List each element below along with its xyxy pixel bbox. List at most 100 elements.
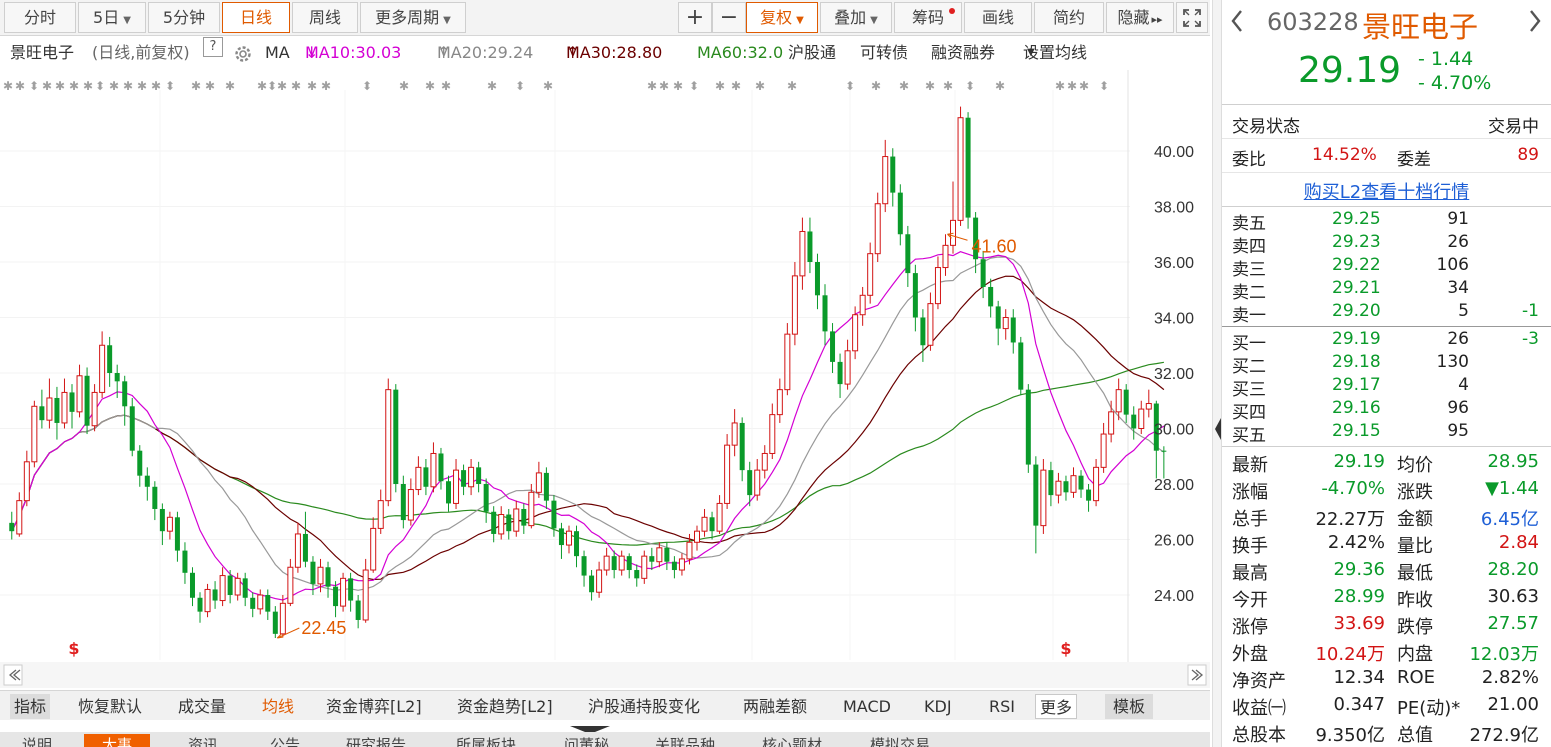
simple-button[interactable]: 简约 <box>1034 2 1104 33</box>
event-marker-icon[interactable]: ✱ <box>659 79 669 93</box>
event-marker-icon[interactable]: ⬍ <box>845 79 855 93</box>
indicator-tab-macd[interactable]: MACD <box>843 697 891 716</box>
event-marker-icon[interactable]: ✱ <box>123 79 133 93</box>
indicator-tab-hk-holding[interactable]: 沪股通持股变化 <box>588 697 701 716</box>
indicator-tab-reset[interactable]: 恢复默认 <box>78 697 143 716</box>
buy-level-3[interactable]: 买三 29.17 4 <box>1222 375 1551 400</box>
indicator-tab-rsi[interactable]: RSI <box>989 697 1015 716</box>
bottom-tab-announcements[interactable]: 公告 <box>270 736 301 747</box>
event-marker-icon[interactable]: ⬍ <box>29 79 39 93</box>
bottom-tab-news[interactable]: 资讯 <box>188 736 219 747</box>
buy-level-1[interactable]: 买一 29.19 26 -3 <box>1222 329 1551 354</box>
event-marker-icon[interactable]: ✱ <box>1079 79 1089 93</box>
event-marker-icon[interactable]: ✱ <box>995 79 1005 93</box>
link-margin-trading[interactable]: 融资融券 <box>931 43 996 62</box>
link-shanghai-connect[interactable]: 沪股通 <box>788 43 837 62</box>
event-marker-icon[interactable]: ✱ <box>307 79 317 93</box>
indicator-tab-fund-trend[interactable]: 资金趋势[L2] <box>457 697 553 716</box>
tab-weekly[interactable]: 周线 <box>292 2 358 33</box>
bottom-tab-related[interactable]: 关联品种 <box>655 736 716 747</box>
event-marker-icon[interactable]: ⬍ <box>965 79 975 93</box>
dividend-marker-icon[interactable]: $ <box>1060 639 1071 658</box>
sell-level-2[interactable]: 卖四 29.23 26 <box>1222 232 1551 257</box>
panel-divider[interactable] <box>1212 0 1222 747</box>
sell-level-3[interactable]: 卖三 29.22 106 <box>1222 255 1551 280</box>
bottom-tab-research[interactable]: 研究报告 <box>346 736 407 747</box>
indicator-tab-margin-diff[interactable]: 两融差额 <box>743 697 808 716</box>
adjust-button[interactable]: 复权 ▼ <box>746 2 818 33</box>
indicator-tab-kdj[interactable]: KDJ <box>924 697 952 716</box>
event-marker-icon[interactable]: ⬍ <box>95 79 105 93</box>
event-marker-icon[interactable]: ✱ <box>899 79 909 93</box>
event-marker-icon[interactable]: ✱ <box>731 79 741 93</box>
event-marker-icon[interactable]: ✱ <box>69 79 79 93</box>
event-marker-icon[interactable]: ✱ <box>257 79 267 93</box>
indicator-tab-template[interactable]: 模板 <box>1105 694 1154 719</box>
draw-line-button[interactable]: 画线 <box>964 2 1032 33</box>
dividend-marker-icon[interactable]: $ <box>68 639 79 658</box>
event-marker-icon[interactable]: ✱ <box>277 79 287 93</box>
overlay-button[interactable]: 叠加 ▼ <box>820 2 892 33</box>
event-marker-icon[interactable]: ✱ <box>15 79 25 93</box>
event-marker-icon[interactable]: ✱ <box>55 79 65 93</box>
event-marker-icon[interactable]: ⬍ <box>689 79 699 93</box>
buy-level-5[interactable]: 买五 29.15 95 <box>1222 421 1551 446</box>
event-marker-icon[interactable]: ✱ <box>543 79 553 93</box>
event-marker-icon[interactable]: ✱ <box>109 79 119 93</box>
event-marker-icon[interactable]: ✱ <box>673 79 683 93</box>
zoom-out-button[interactable]: − <box>712 2 746 33</box>
event-marker-icon[interactable]: ✱ <box>3 79 13 93</box>
sell-level-1[interactable]: 卖五 29.25 91 <box>1222 209 1551 234</box>
event-marker-icon[interactable]: ✱ <box>647 79 657 93</box>
event-marker-icon[interactable]: ✱ <box>137 79 147 93</box>
sell-level-5[interactable]: 卖一 29.20 5 -1 <box>1222 301 1551 326</box>
event-marker-icon[interactable]: ⬍ <box>165 79 175 93</box>
event-marker-icon[interactable]: ✱ <box>715 79 725 93</box>
tab-more-periods[interactable]: 更多周期 ▼ <box>360 2 466 33</box>
prev-stock-button[interactable] <box>1230 8 1244 40</box>
event-marker-icon[interactable]: ⬍ <box>362 79 372 93</box>
tab-5day[interactable]: 5日 ▼ <box>78 2 146 33</box>
event-marker-icon[interactable]: ✱ <box>1055 79 1065 93</box>
event-marker-icon[interactable]: ✱ <box>441 79 451 93</box>
zoom-in-button[interactable]: + <box>678 2 712 33</box>
bottom-tab-notes[interactable]: 说明 <box>22 736 53 747</box>
bottom-tab-simulated-trade[interactable]: 模拟交易 <box>870 736 931 747</box>
event-marker-icon[interactable]: ✱ <box>925 79 935 93</box>
tab-daily[interactable]: 日线 <box>222 2 290 33</box>
buy-level-4[interactable]: 买四 29.16 96 <box>1222 398 1551 423</box>
event-marker-icon[interactable]: ✱ <box>151 79 161 93</box>
bottom-tab-events[interactable]: 大事 <box>84 734 151 747</box>
sell-level-4[interactable]: 卖二 29.21 34 <box>1222 278 1551 303</box>
bottom-tab-ask-secretary[interactable]: 问董秘 <box>564 736 610 747</box>
event-marker-icon[interactable]: ⬍ <box>1099 79 1109 93</box>
event-marker-icon[interactable]: ✱ <box>291 79 301 93</box>
indicator-tab-ma[interactable]: 均线 <box>262 697 295 716</box>
chart-scrollbar[interactable] <box>0 662 1210 688</box>
event-marker-icon[interactable]: ✱ <box>225 79 235 93</box>
event-marker-icon[interactable]: ✱ <box>787 79 797 93</box>
event-marker-icon[interactable]: ✱ <box>425 79 435 93</box>
panel-resize-handle[interactable] <box>560 721 620 734</box>
event-marker-icon[interactable]: ✱ <box>191 79 201 93</box>
bottom-tab-themes[interactable]: 核心题材 <box>762 736 823 747</box>
indicator-tab-volume[interactable]: 成交量 <box>178 697 227 716</box>
event-marker-icon[interactable]: ✱ <box>205 79 215 93</box>
next-stock-button[interactable] <box>1528 8 1542 39</box>
event-marker-icon[interactable]: ⬍ <box>515 79 525 93</box>
chips-button[interactable]: 筹码 <box>894 2 962 33</box>
event-marker-icon[interactable]: ✱ <box>755 79 765 93</box>
buy-level-2[interactable]: 买二 29.18 130 <box>1222 352 1551 377</box>
tab-intraday[interactable]: 分时 <box>4 2 76 33</box>
event-marker-icon[interactable]: ✱ <box>487 79 497 93</box>
tab-5min[interactable]: 5分钟 <box>148 2 220 33</box>
candlestick-chart[interactable]: ✱ ✱ ⬍ ✱ ✱ ✱ ✱ ⬍ ✱ ✱ ✱ ✱ ⬍ ✱ ✱ ✱ ✱ ⬍ ✱ ✱ ✱ ✱ ⬍ ✱ ✱ ✱ ✱ ⬍ ✱ ✱ ✱ ✱ ⬍ ✱ ✱ ✱ ✱ ⬍ ✱ ✱… <box>0 70 1210 690</box>
indicator-tab-fund-game[interactable]: 资金博弈[L2] <box>326 697 422 716</box>
buy-l2-link[interactable]: 购买L2查看十档行情 <box>1303 182 1470 203</box>
bottom-tab-sectors[interactable]: 所属板块 <box>456 736 517 747</box>
event-marker-icon[interactable]: ✱ <box>83 79 93 93</box>
indicator-tab-more[interactable]: 更多 <box>1035 694 1078 719</box>
event-marker-icon[interactable]: ✱ <box>321 79 331 93</box>
event-marker-icon[interactable]: ✱ <box>1067 79 1077 93</box>
link-convertible-bond[interactable]: 可转债 <box>860 43 909 62</box>
